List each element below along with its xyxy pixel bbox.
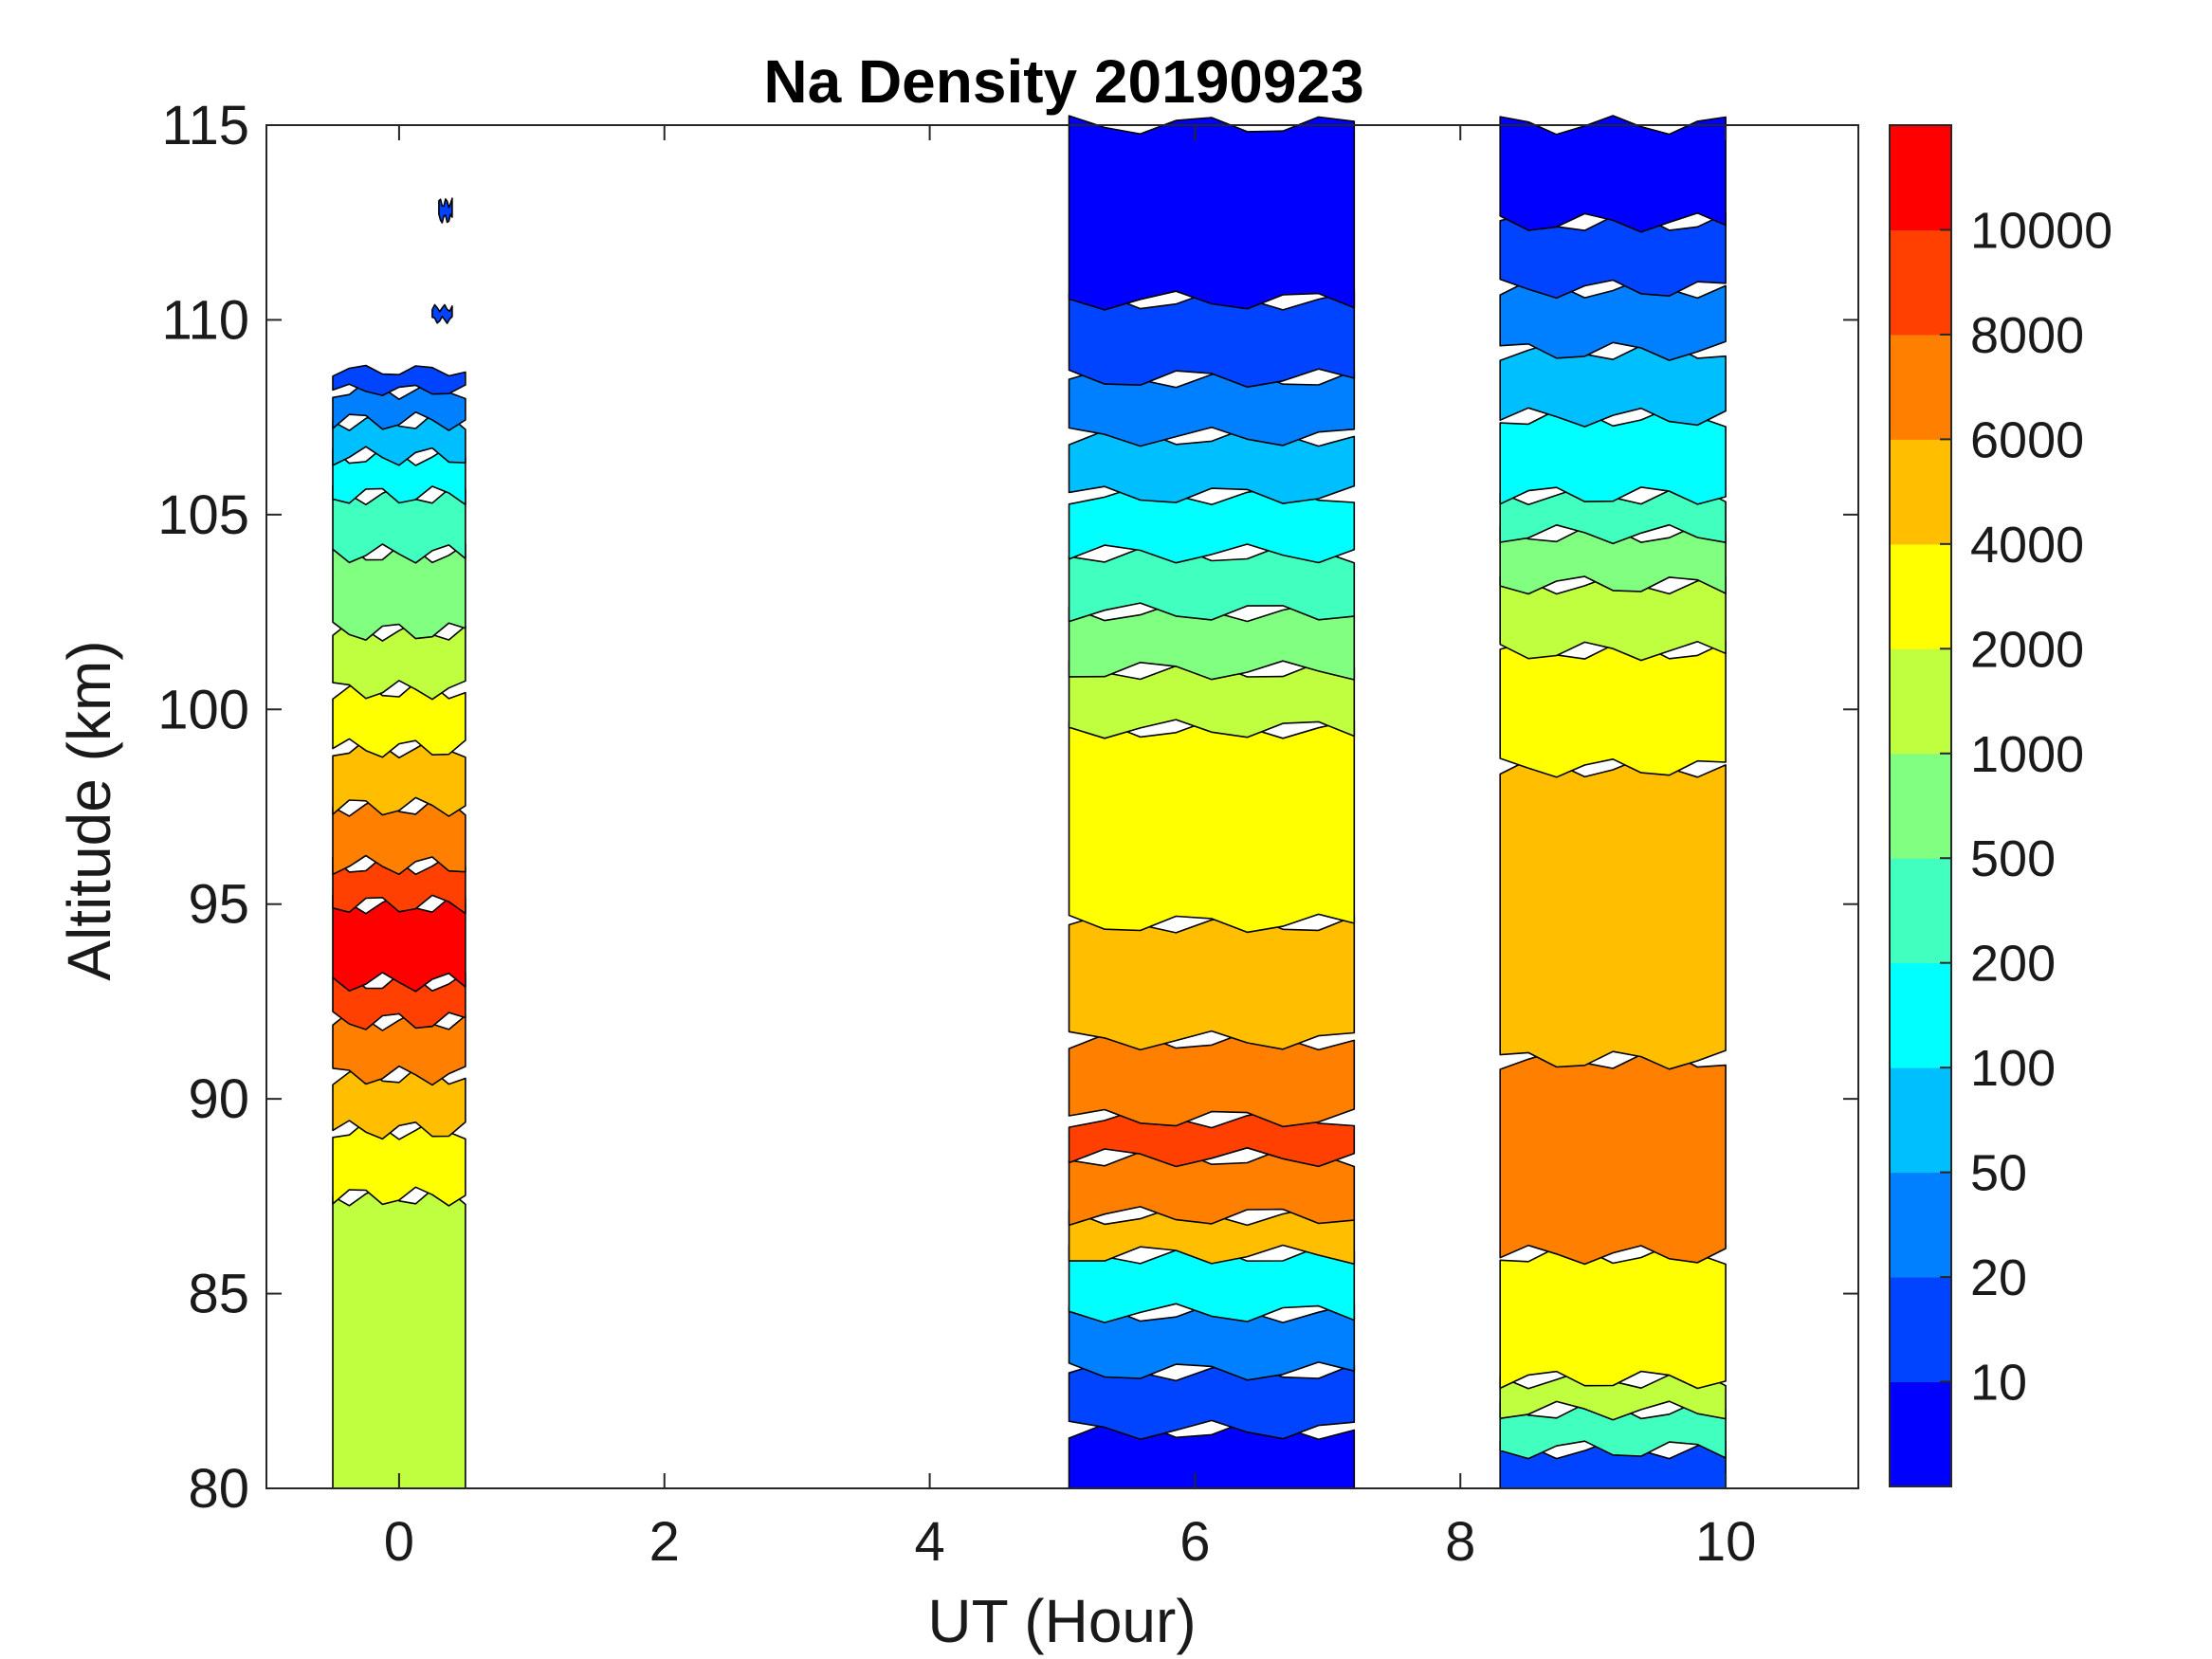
- x-tick-label: 4: [914, 1511, 944, 1573]
- contour-band: [1499, 278, 1727, 361]
- colorbar-swatch: [1890, 334, 1951, 440]
- contour-band: [1499, 757, 1727, 1070]
- contour-band: [1499, 574, 1727, 662]
- y-tick-label: 110: [162, 289, 249, 351]
- contour-band: [332, 894, 466, 993]
- colorbar-label: 4000: [1970, 517, 2084, 574]
- colorbar-label: 20: [1970, 1249, 2027, 1306]
- y-tick-label: 105: [157, 484, 249, 546]
- colorbar-label: 500: [1970, 830, 2056, 887]
- contour-band: [1499, 1244, 1727, 1390]
- contour-band: [1499, 1049, 1727, 1266]
- colorbar-swatch: [1890, 125, 1951, 230]
- contour-band: [1068, 115, 1356, 311]
- colorbar-swatch: [1890, 1277, 1951, 1383]
- contour-band: [438, 197, 453, 224]
- y-tick-label: 85: [188, 1264, 249, 1325]
- x-tick-label: 2: [649, 1511, 680, 1573]
- y-tick-label: 100: [157, 679, 249, 740]
- colorbar-frame: [1889, 124, 1952, 1487]
- x-tick-label: 8: [1445, 1511, 1475, 1573]
- colorbar-label: 10000: [1970, 202, 2112, 259]
- contour-band: [1499, 641, 1727, 778]
- y-tick-label: 95: [188, 874, 249, 936]
- chart-title: Na Density 20190923: [763, 47, 1363, 116]
- colorbar-swatch: [1890, 753, 1951, 859]
- contour-band: [1499, 115, 1727, 233]
- contour-band: [332, 972, 466, 1030]
- colorbar-swatch: [1890, 439, 1951, 545]
- contour-band: [1068, 913, 1356, 1051]
- contour-band: [332, 543, 466, 641]
- x-tick-label: 0: [384, 1511, 414, 1573]
- x-axis: 0 2 4 6 8 10: [384, 125, 1757, 1573]
- colorbar-swatch: [1890, 858, 1951, 964]
- y-tick-label: 80: [188, 1458, 249, 1520]
- colorbar-swatch: [1890, 962, 1951, 1068]
- contour-band: [332, 621, 466, 701]
- colorbar-swatch: [1890, 648, 1951, 755]
- contour-band: [1068, 290, 1356, 389]
- colorbar-label: 2000: [1970, 621, 2084, 678]
- x-axis-label: UT (Hour): [927, 1587, 1196, 1655]
- contour-band: [332, 484, 466, 564]
- contour-band: [1068, 1303, 1356, 1381]
- contour-band: [1068, 368, 1356, 447]
- x-tick-label: 6: [1179, 1511, 1210, 1573]
- contour-band: [1068, 1360, 1356, 1441]
- x-tick-label: 10: [1695, 1511, 1757, 1573]
- colorbar-label: 6000: [1970, 411, 2084, 468]
- colorbar-swatch: [1890, 543, 1951, 649]
- colorbar-swatch: [1890, 1172, 1951, 1278]
- contour-band: [1068, 1030, 1356, 1128]
- colorbar-label: 8000: [1970, 307, 2084, 364]
- y-tick-label: 90: [188, 1068, 249, 1130]
- axes-frame: [265, 124, 1859, 1489]
- y-axis-label: Altitude (km): [55, 640, 123, 980]
- y-tick-label: 115: [162, 95, 249, 156]
- contour-band: [431, 303, 453, 324]
- contour-band: [332, 1186, 466, 1489]
- colorbar: 10 20 50 100 200 500 1000 2000 4000 6000 8000 10000: [1889, 124, 2112, 1487]
- colorbar-swatch: [1890, 1381, 1951, 1487]
- plot-area: [265, 115, 1859, 1489]
- contour-band: [332, 364, 466, 396]
- colorbar-label: 200: [1970, 936, 2056, 993]
- contour-band: [1068, 719, 1356, 934]
- colorbar-label: 1000: [1970, 726, 2084, 783]
- y-axis: 80 85 90 95 100 105 110 115: [157, 95, 1858, 1520]
- colorbar-label: 50: [1970, 1145, 2027, 1202]
- colorbar-label: 10: [1970, 1355, 2027, 1412]
- contour-band: [1499, 212, 1727, 300]
- colorbar-swatch: [1890, 229, 1951, 336]
- colorbar-label: 100: [1970, 1040, 2056, 1097]
- colorbar-swatch: [1890, 1067, 1951, 1174]
- contour-band: [332, 681, 466, 758]
